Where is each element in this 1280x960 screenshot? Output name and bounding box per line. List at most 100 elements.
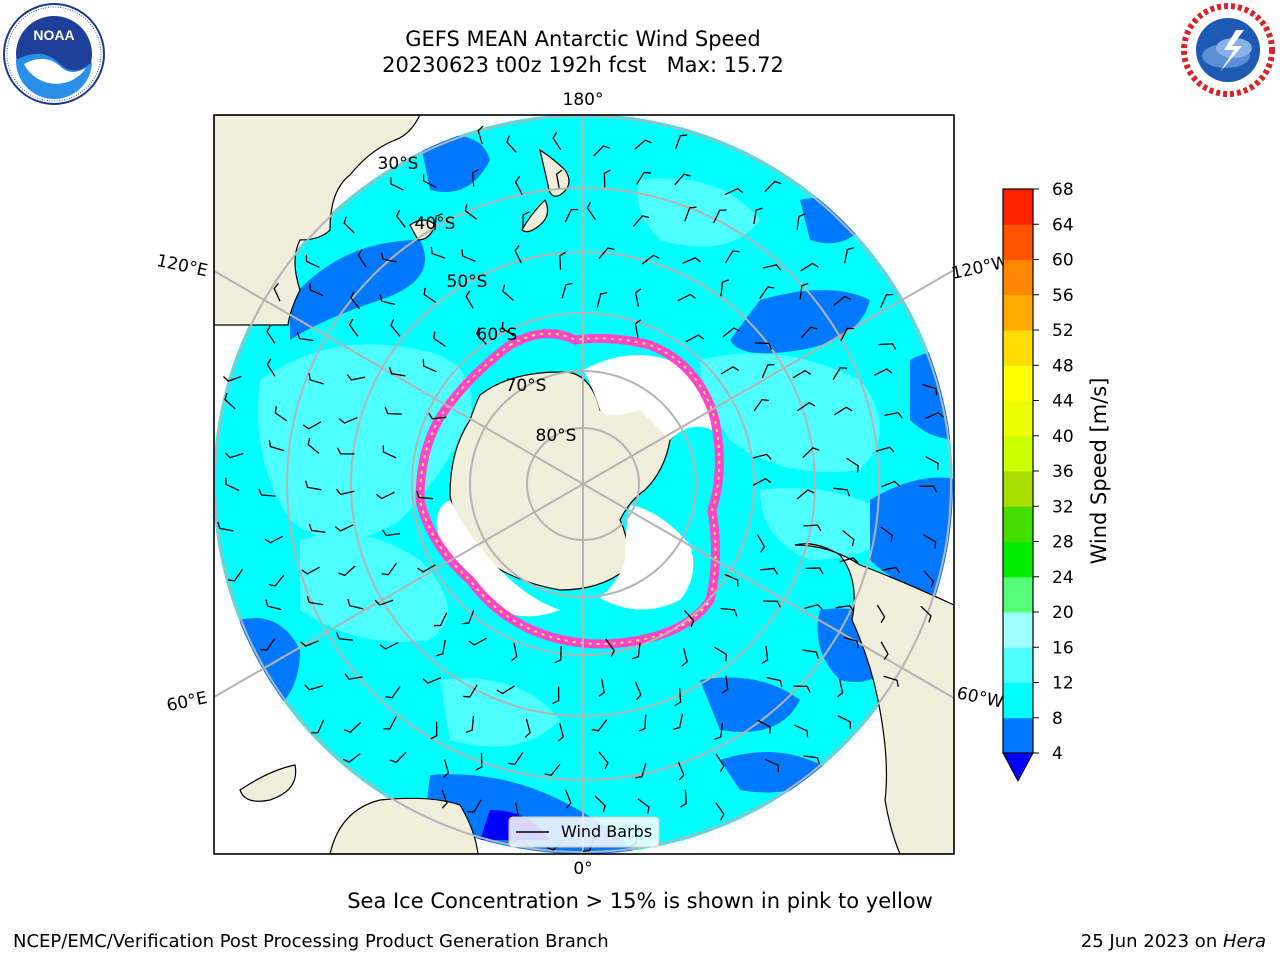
wind-barb — [721, 675, 729, 694]
wind-barb — [308, 523, 326, 533]
lat-label-50s: 50°S — [447, 272, 488, 292]
wind-barb — [475, 752, 483, 771]
lon-label-0: 0° — [573, 859, 592, 879]
lat-label-80s: 80°S — [536, 426, 577, 446]
wind-barb — [593, 145, 611, 157]
wind-barb — [753, 398, 769, 412]
wind-barb — [873, 368, 893, 376]
wind-barb — [677, 293, 697, 302]
wind-barb — [304, 684, 324, 691]
wind-barb — [641, 254, 660, 265]
wind-barb — [300, 640, 319, 647]
wind-barb — [881, 566, 901, 574]
wind-barb — [268, 574, 285, 587]
wind-barb — [436, 639, 446, 657]
wind-barb — [674, 134, 688, 150]
wind-barb — [384, 407, 402, 415]
wind-barb — [753, 453, 772, 460]
wind-barb — [274, 406, 288, 422]
wind-barb — [514, 176, 523, 195]
wind-barb — [443, 759, 450, 778]
wind-barb — [258, 488, 276, 497]
wind-barb — [635, 763, 647, 779]
legend-label: Wind Barbs — [561, 822, 652, 841]
wind-barb — [338, 565, 356, 577]
wind-barb — [347, 598, 364, 610]
wind-barb — [682, 257, 701, 264]
wind-barb — [797, 401, 816, 412]
wind-barb — [422, 359, 437, 373]
wind-barb — [714, 646, 728, 662]
wind-barb — [634, 139, 652, 150]
wind-barb — [803, 524, 822, 532]
wind-barb — [390, 177, 404, 191]
sea-ice-edge — [415, 329, 724, 649]
wind-barb — [681, 647, 688, 667]
wind-barb — [598, 678, 605, 697]
wind-barb — [684, 206, 697, 222]
wind-barb — [835, 605, 855, 612]
wind-barb — [477, 125, 484, 145]
wind-barb — [637, 798, 650, 814]
wind-barb — [381, 529, 401, 537]
wind-barb — [308, 373, 324, 385]
wind-barb — [632, 215, 650, 227]
wind-barb — [766, 676, 783, 688]
wind-barb — [673, 713, 684, 730]
wind-barb — [881, 480, 901, 488]
wind-barb — [685, 334, 705, 343]
wind-barb — [514, 244, 522, 264]
wind-barb — [724, 187, 744, 196]
wind-barb — [467, 799, 482, 813]
wind-barb — [923, 570, 935, 588]
wind-barb — [764, 180, 782, 192]
wind-barb — [559, 251, 566, 270]
wind-barb — [876, 604, 886, 623]
chart-title: GEFS MEAN Antarctic Wind Speed — [405, 27, 761, 51]
wind-barb — [266, 358, 276, 377]
wind-barb — [383, 716, 397, 730]
wind-barb — [336, 632, 354, 641]
wind-barb — [796, 213, 806, 231]
lat-label-30s: 30°S — [378, 154, 419, 174]
wind-barb — [802, 447, 820, 459]
wind-barb — [878, 343, 897, 350]
wind-barb — [343, 722, 362, 733]
wind-barb — [388, 367, 406, 377]
wind-barb — [876, 446, 895, 453]
wind-barb — [605, 638, 616, 657]
wind-barb — [430, 721, 438, 740]
wind-barb — [311, 719, 325, 734]
wind-barb — [598, 751, 609, 770]
wind-barb — [344, 673, 363, 680]
wind-barb — [713, 209, 727, 224]
wind-barb — [552, 131, 562, 151]
wind-barb — [683, 609, 695, 628]
noaa-logo: NOAA — [3, 3, 105, 105]
wind-barb — [920, 605, 932, 623]
wind-barb — [834, 406, 853, 416]
wind-barb — [433, 612, 448, 627]
wind-barb — [765, 758, 780, 772]
wind-barb — [837, 715, 852, 729]
wind-barb — [430, 246, 446, 259]
wind-barb — [677, 761, 685, 781]
wind-barb — [307, 437, 320, 454]
ice-shelf — [436, 355, 714, 617]
wind-barb — [636, 171, 651, 185]
wind-barb — [309, 283, 324, 297]
wind-barb — [301, 566, 320, 575]
nws-logo-text: NATIONAL WEATHER SERVICE — [1221, 98, 1236, 101]
wind-barb — [793, 685, 811, 693]
wind-barb — [433, 331, 446, 347]
wind-barb — [343, 216, 355, 234]
wind-barb — [416, 490, 434, 500]
wind-barb — [342, 753, 361, 763]
wind-barb — [217, 521, 234, 532]
wind-barb — [674, 173, 691, 186]
wind-barb — [799, 282, 809, 300]
wind-barb — [380, 252, 397, 263]
lon-label-60w: 60°W — [955, 683, 1005, 712]
wind-barb — [802, 649, 820, 659]
